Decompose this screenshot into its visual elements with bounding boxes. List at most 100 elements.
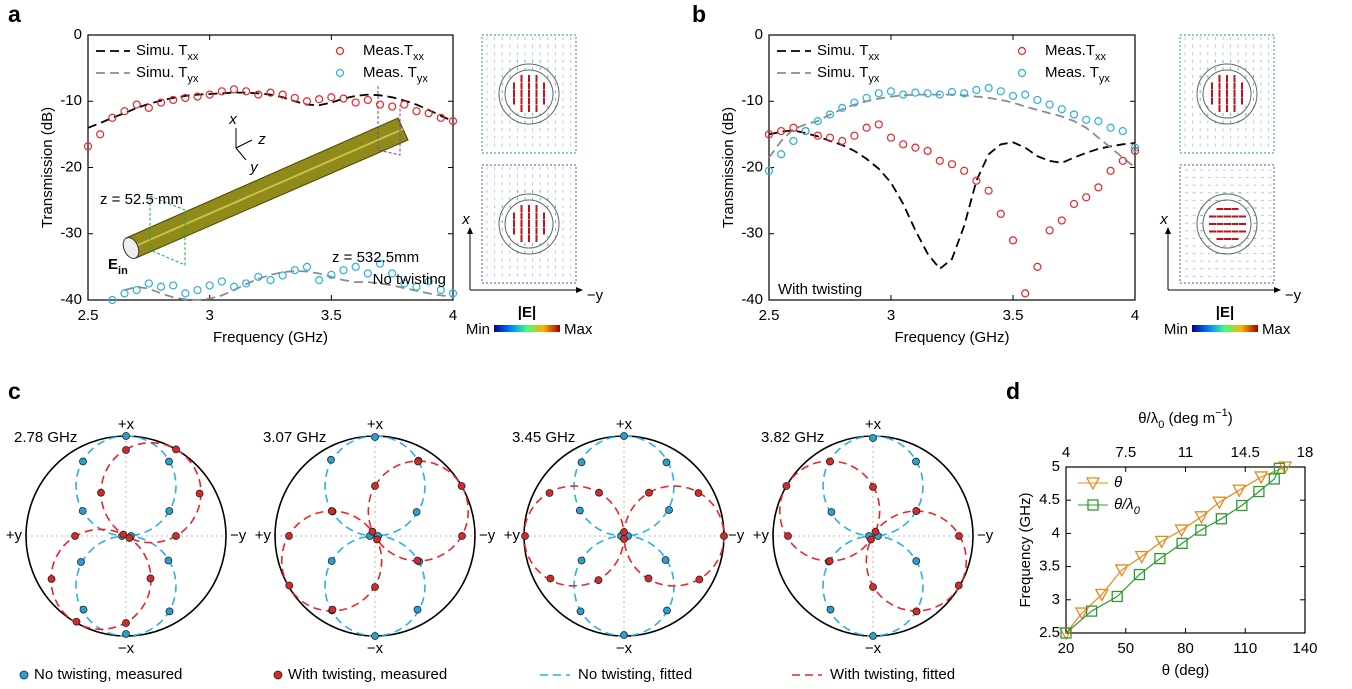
legend-label: Simu. Tyx bbox=[817, 64, 880, 85]
marker bbox=[327, 93, 336, 102]
marker bbox=[1277, 461, 1293, 475]
marker bbox=[132, 100, 141, 109]
legend-label-part: θ/λ bbox=[1114, 496, 1134, 513]
measured-point bbox=[784, 532, 792, 540]
y-tick-label: 3 bbox=[1052, 591, 1060, 608]
y-tick-label: -20 bbox=[60, 158, 82, 175]
measured-point bbox=[457, 482, 466, 490]
field-label-part: in bbox=[118, 265, 128, 277]
measured-point bbox=[371, 583, 379, 591]
y-tick-label: 3.5 bbox=[1039, 558, 1060, 575]
marker bbox=[1082, 115, 1091, 124]
legend-label: Simu. Txx bbox=[817, 42, 880, 63]
measured-point bbox=[122, 432, 130, 440]
marker bbox=[862, 93, 871, 103]
field-ring bbox=[504, 199, 554, 249]
marker bbox=[266, 276, 275, 285]
x2-tick-label: 14.5 bbox=[1231, 444, 1260, 461]
legend-label-part: θ bbox=[1114, 474, 1122, 491]
legend-label-part: xx bbox=[187, 51, 199, 63]
colorbar-label: Min bbox=[1164, 321, 1188, 338]
marker bbox=[169, 95, 178, 105]
cylinder-illustration bbox=[122, 86, 409, 266]
x2-axis-label-part: (deg m bbox=[1164, 410, 1215, 427]
x2-axis-label-part: θ/λ bbox=[1138, 410, 1159, 427]
measured-point bbox=[172, 445, 180, 454]
legend-label: θ bbox=[1114, 474, 1122, 491]
marker bbox=[302, 97, 312, 106]
marker bbox=[193, 285, 202, 295]
legend-label: Simu. Txx bbox=[136, 42, 199, 63]
measured-point bbox=[327, 455, 335, 464]
measured-point bbox=[826, 605, 835, 614]
x-tick-label: 4 bbox=[449, 307, 457, 324]
polar-axis-label: +y bbox=[753, 527, 770, 544]
colorbar-title: |E| bbox=[1216, 304, 1234, 321]
marker bbox=[764, 130, 774, 139]
x2-axis-label-part: 0 bbox=[1158, 419, 1164, 431]
marker bbox=[193, 92, 202, 101]
legend-label: With twisting, fitted bbox=[830, 666, 955, 683]
measured-point bbox=[620, 535, 628, 543]
measured-point bbox=[663, 606, 671, 615]
marker bbox=[335, 68, 345, 78]
y-tick-label: 4 bbox=[1052, 524, 1060, 541]
field-ring bbox=[1202, 69, 1252, 119]
x-tick-label: 20 bbox=[1058, 640, 1075, 657]
polar-axis-label: +y bbox=[6, 527, 23, 544]
legend-label-part: xx bbox=[868, 51, 880, 63]
marker bbox=[1085, 605, 1098, 617]
marker bbox=[108, 113, 117, 122]
y-axis-label: Transmission (dB) bbox=[720, 107, 737, 228]
field-ring bbox=[498, 193, 560, 255]
y-tick-label: -10 bbox=[741, 92, 763, 109]
marker bbox=[1273, 462, 1286, 474]
y-tick-label: -10 bbox=[60, 92, 82, 109]
x-tick-label: 4 bbox=[1131, 307, 1139, 324]
marker bbox=[764, 166, 774, 175]
legend-label-part: yx bbox=[868, 73, 880, 85]
marker bbox=[789, 123, 798, 132]
marker bbox=[156, 98, 166, 107]
y-tick-label: 4.5 bbox=[1039, 491, 1060, 508]
measured-point bbox=[165, 607, 174, 616]
measured-point bbox=[458, 532, 466, 540]
y-tick-label: 0 bbox=[74, 26, 82, 43]
y-tick-label: 0 bbox=[755, 26, 763, 43]
marker bbox=[1045, 100, 1054, 109]
marker bbox=[351, 262, 360, 271]
marker bbox=[777, 150, 786, 159]
x-axis-label: Frequency (GHz) bbox=[213, 329, 328, 346]
series-line bbox=[124, 269, 454, 301]
annotation: z = 52.5 mm bbox=[100, 191, 183, 208]
measured-point bbox=[620, 432, 628, 440]
legend-label-part: Meas. T bbox=[1045, 64, 1099, 81]
polar-title: 3.82 GHz bbox=[761, 429, 824, 446]
series-line bbox=[1065, 468, 1280, 634]
measured-point bbox=[869, 583, 877, 591]
polar-axis-label: −x bbox=[865, 640, 882, 657]
field-ring bbox=[1202, 199, 1252, 249]
marker bbox=[1085, 477, 1101, 491]
measured-point bbox=[285, 532, 293, 540]
legend-label-part: xx bbox=[413, 51, 425, 63]
measured-point bbox=[122, 619, 130, 627]
measured-point bbox=[825, 557, 834, 565]
annotation: x bbox=[228, 111, 237, 128]
legend-label-part: yx bbox=[187, 73, 199, 85]
measured-point bbox=[577, 556, 586, 565]
marker bbox=[375, 259, 385, 268]
measured-point bbox=[720, 532, 728, 540]
marker bbox=[351, 98, 360, 107]
measured-point bbox=[413, 605, 422, 614]
marker bbox=[290, 266, 299, 275]
measured-point bbox=[546, 574, 555, 583]
marker bbox=[363, 269, 372, 278]
marker bbox=[1106, 123, 1115, 132]
measured-point bbox=[195, 489, 204, 498]
marker bbox=[1060, 627, 1072, 639]
marker bbox=[1074, 607, 1090, 621]
field-map-frame bbox=[1179, 34, 1275, 154]
polar-axis-label: +x bbox=[367, 416, 384, 433]
